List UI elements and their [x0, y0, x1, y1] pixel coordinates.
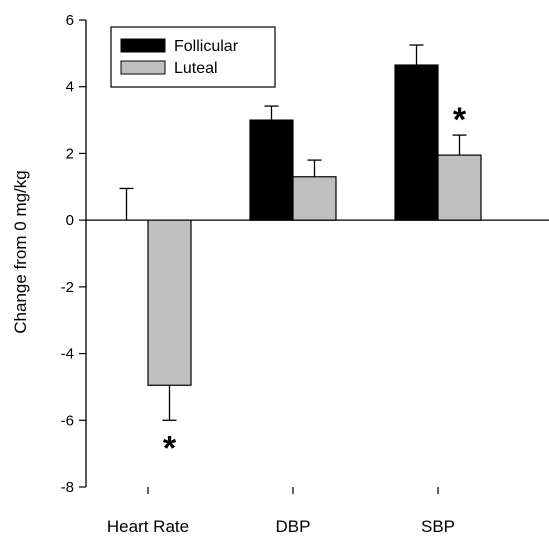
category-label: Heart Rate — [107, 517, 189, 536]
significance-marker: * — [453, 101, 467, 139]
y-tick-label: 4 — [66, 79, 74, 96]
bar-luteal — [292, 176, 337, 221]
legend-swatch — [120, 38, 166, 53]
y-tick-label: -4 — [61, 346, 74, 363]
bar-luteal — [147, 219, 192, 386]
significance-marker: * — [163, 429, 177, 467]
bar-follicular — [394, 64, 439, 221]
y-tick-label: -6 — [61, 412, 74, 429]
y-axis: -8 -6 -4 -2 0 2 4 6 — [61, 12, 87, 496]
y-tick-label: 0 — [66, 212, 74, 229]
legend-box — [110, 26, 276, 88]
bars: ** — [119, 44, 482, 467]
legend-label: Luteal — [174, 60, 218, 77]
y-axis-title: Change from 0 mg/kg — [11, 170, 30, 333]
legend-label: Follicular — [174, 38, 239, 55]
y-tick-label: -8 — [61, 479, 74, 496]
bar-follicular — [249, 119, 294, 221]
legend: Follicular Luteal — [110, 26, 276, 88]
category-label: DBP — [276, 517, 311, 536]
y-tick-label: -2 — [61, 279, 74, 296]
y-tick-label: 2 — [66, 145, 74, 162]
category-labels: Heart Rate DBP SBP — [107, 487, 455, 536]
y-tick-label: 6 — [66, 12, 74, 29]
category-label: SBP — [421, 517, 455, 536]
bar-luteal — [437, 154, 482, 221]
legend-swatch — [120, 60, 166, 75]
